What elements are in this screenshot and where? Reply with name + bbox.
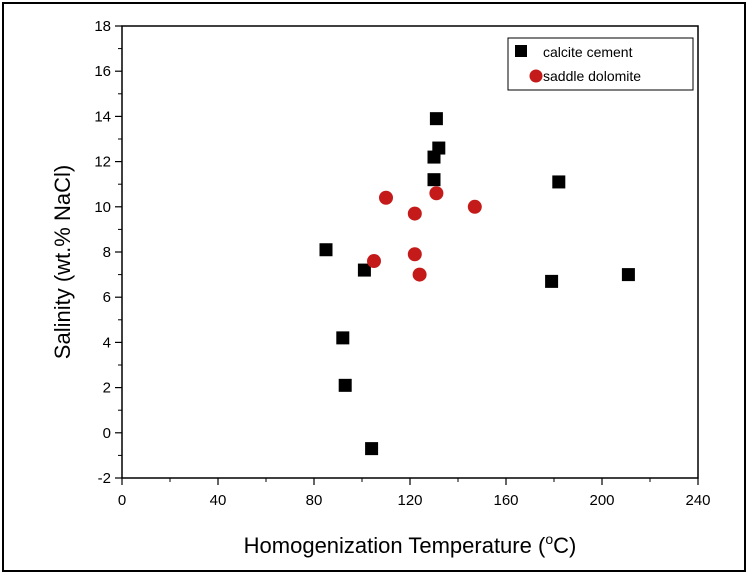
data-point-calcite-cement: [621, 268, 635, 282]
x-tick-label: 0: [118, 492, 126, 509]
data-point-calcite-cement: [432, 141, 446, 155]
data-point-calcite-cement: [365, 442, 379, 456]
data-point-calcite-cement: [357, 263, 371, 277]
x-tick-label: 40: [210, 492, 227, 509]
y-axis: -2 0 2 4 6 8 10 12 14 16 18: [94, 18, 122, 487]
data-point-saddle-dolomite: [429, 186, 444, 201]
x-axis: 0 40 80 120 160 200 240: [118, 478, 711, 509]
y-tick-label: 2: [103, 380, 111, 397]
y-tick-label: 14: [94, 108, 111, 125]
y-tick-label: -2: [98, 470, 111, 487]
legend-marker-dolomite: [529, 69, 543, 83]
x-tick-label: 200: [589, 492, 614, 509]
y-axis-title: Salinity (wt.% NaCl): [50, 165, 75, 359]
data-point-calcite-cement: [429, 112, 443, 126]
y-tick-label: 12: [94, 154, 111, 171]
x-tick-label: 120: [397, 492, 422, 509]
data-point-calcite-cement: [338, 378, 352, 392]
legend: calcite cement saddle dolomite: [507, 37, 694, 91]
y-tick-label: 8: [103, 244, 111, 261]
data-point-saddle-dolomite: [379, 190, 393, 205]
data-point-calcite-cement: [545, 274, 559, 288]
y-tick-label: 16: [94, 63, 111, 80]
data-point-saddle-dolomite: [367, 254, 381, 269]
y-tick-label: 6: [103, 289, 111, 306]
data-point-saddle-dolomite: [467, 199, 482, 214]
legend-marker-calcite: [515, 45, 527, 57]
legend-label-dolomite: saddle dolomite: [543, 68, 641, 84]
data-point-calcite-cement: [319, 243, 333, 257]
y-tick-label: 0: [103, 425, 111, 442]
x-tick-label: 80: [306, 492, 323, 509]
y-tick-label: 4: [103, 334, 111, 351]
data-point-saddle-dolomite: [412, 267, 427, 282]
y-tick-label: 10: [94, 199, 111, 216]
data-markers: [319, 112, 635, 456]
y-tick-label: 18: [94, 18, 111, 35]
data-point-calcite-cement: [336, 331, 350, 345]
x-tick-label: 240: [685, 492, 710, 509]
data-point-calcite-cement: [427, 173, 441, 187]
data-point-saddle-dolomite: [407, 247, 422, 262]
x-tick-label: 160: [493, 492, 518, 509]
legend-label-calcite: calcite cement: [543, 44, 633, 60]
data-point-calcite-cement: [552, 175, 566, 189]
data-point-saddle-dolomite: [407, 206, 422, 221]
x-axis-title: Homogenization Temperature (oC): [244, 531, 577, 558]
